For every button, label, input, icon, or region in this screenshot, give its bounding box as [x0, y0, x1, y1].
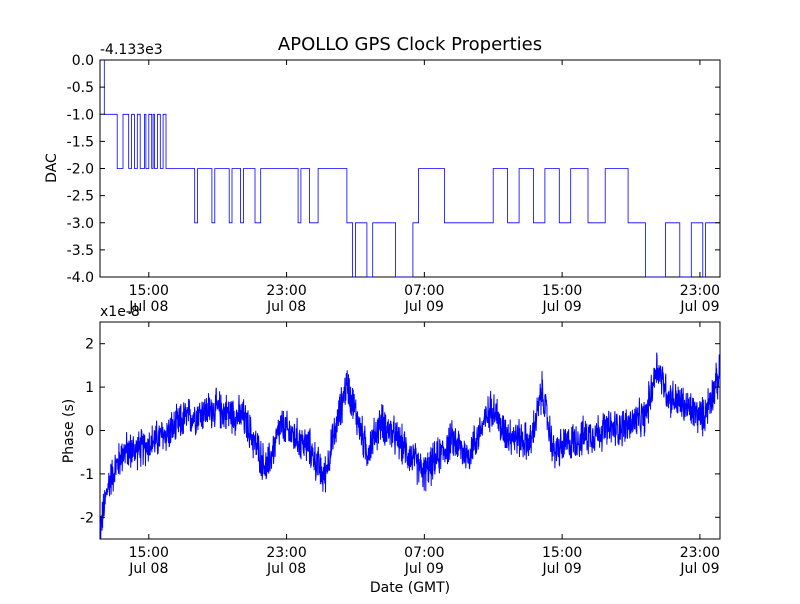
y-tick-label: 0 — [85, 424, 94, 440]
x-tick-time-label: 23:00 — [266, 283, 306, 299]
x-tick-date-label: Jul 08 — [266, 561, 306, 577]
x-tick-time-label: 15:00 — [129, 545, 169, 561]
y-tick-label: -3.5 — [67, 243, 94, 259]
dac-offset-text: -4.133e3 — [100, 42, 163, 58]
y-tick-label: -4.0 — [67, 270, 94, 286]
x-tick-date-label: Jul 09 — [404, 299, 444, 315]
dac-y-ticks: 0.0 -0.5 -1.0 -1.5 -2.0 -2.5 -3.0 -3.5 -4.0 — [67, 53, 720, 286]
dac-panel: -4.133e3 DAC 0.0 -0.5 -1.0 -1.5 -2.0 -2.5 -3.0… — [44, 42, 721, 315]
dac-line — [100, 59, 720, 278]
x-tick-time-label: 15:00 — [542, 283, 582, 299]
y-tick-label: -1.0 — [67, 107, 94, 123]
dac-series — [100, 59, 720, 278]
phase-series — [99, 352, 721, 540]
x-tick-time-label: 23:00 — [680, 283, 720, 299]
x-tick-time-label: 07:00 — [404, 545, 444, 561]
y-tick-label: -3.0 — [67, 216, 94, 232]
x-tick-date-label: Jul 08 — [128, 561, 168, 577]
phase-y-ticks: 2 1 0 -1 -2 — [80, 337, 720, 526]
y-tick-label: -1 — [80, 467, 94, 483]
x-tick-date-label: Jul 09 — [679, 561, 719, 577]
x-tick-time-label: 15:00 — [129, 283, 169, 299]
x-tick-date-label: Jul 09 — [404, 561, 444, 577]
y-tick-label: -1.5 — [67, 134, 94, 150]
phase-line — [99, 352, 721, 540]
x-tick-time-label: 23:00 — [680, 545, 720, 561]
x-axis-label: Date (GMT) — [370, 580, 450, 596]
y-tick-label: -2 — [80, 510, 94, 526]
figure-title: APOLLO GPS Clock Properties — [278, 34, 542, 55]
phase-offset-text: x1e-8 — [100, 304, 140, 320]
y-tick-label: 0.0 — [72, 53, 94, 69]
x-tick-time-label: 23:00 — [266, 545, 306, 561]
y-tick-label: -2.0 — [67, 162, 94, 178]
x-tick-date-label: Jul 09 — [679, 299, 719, 315]
y-tick-label: -2.5 — [67, 189, 94, 205]
phase-y-axis-label: Phase (s) — [61, 399, 77, 463]
x-tick-date-label: Jul 09 — [542, 299, 582, 315]
y-tick-label: 1 — [85, 380, 94, 396]
y-tick-label: -0.5 — [67, 80, 94, 96]
x-tick-time-label: 07:00 — [404, 283, 444, 299]
x-tick-time-label: 15:00 — [542, 545, 582, 561]
dac-y-axis-label: DAC — [44, 153, 60, 183]
y-tick-label: 2 — [85, 337, 94, 353]
x-tick-date-label: Jul 09 — [542, 561, 582, 577]
x-tick-date-label: Jul 08 — [128, 299, 168, 315]
x-tick-date-label: Jul 08 — [266, 299, 306, 315]
